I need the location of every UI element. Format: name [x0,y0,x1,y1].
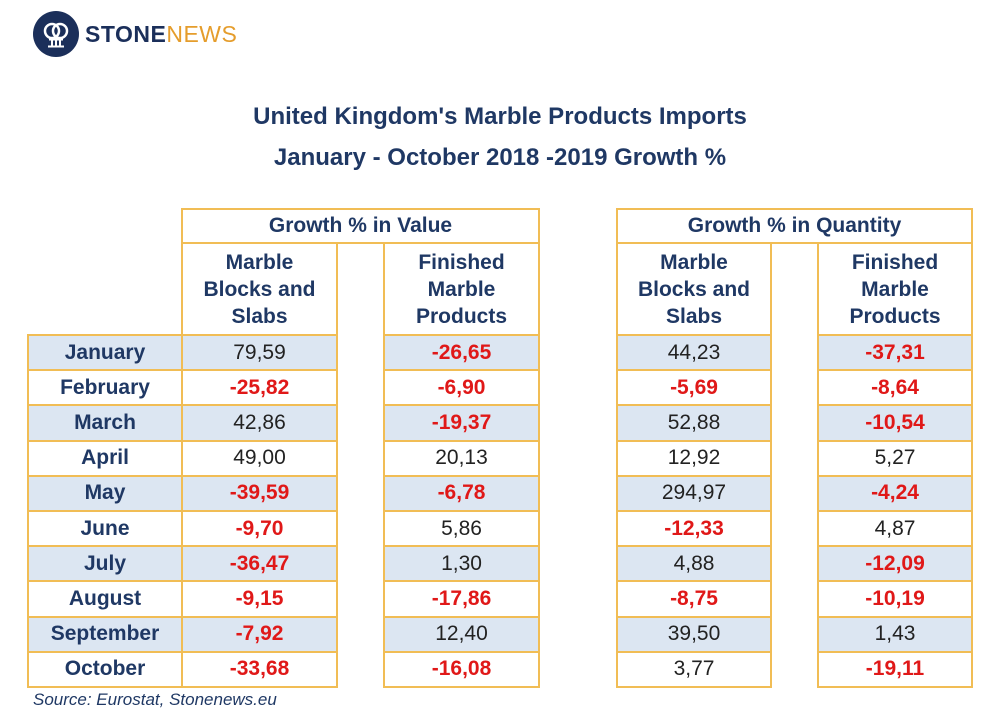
month-label: July [27,545,183,583]
value-cell: 20,13 [383,439,540,477]
value-cell: -4,24 [817,474,973,512]
column-header-line: Marble [861,277,929,301]
group-header-quantity: Growth % in Quantity [616,208,973,244]
month-label: May [27,474,183,512]
month-label: August [27,580,183,618]
column-header-line: Finished [418,250,505,274]
value-cell: -19,37 [383,404,540,442]
value-cell: 39,50 [616,615,772,653]
chart-subtitle: January - October 2018 -2019 Growth % [273,144,727,171]
column-header-line: Products [849,304,941,328]
value-cell: -10,54 [817,404,973,442]
value-cell: 44,23 [616,334,772,372]
value-cell: 5,86 [383,510,540,548]
month-label: January [27,334,183,372]
group-header-value: Growth % in Value [181,208,540,244]
column-header-line: Marble [660,250,728,274]
value-cell: 79,59 [181,334,338,372]
value-cell: 42,86 [181,404,338,442]
value-cell: 12,92 [616,439,772,477]
value-cell: -26,65 [383,334,540,372]
value-cell: -36,47 [181,545,338,583]
value-cell: -5,69 [616,369,772,407]
column-header-line: Slabs [665,304,723,328]
logo-stone-text: STONE [85,20,167,47]
value-cell: -12,09 [817,545,973,583]
value-cell: 1,43 [817,615,973,653]
month-label: September [27,615,183,653]
value-cell: 49,00 [181,439,338,477]
column-header-line: Blocks and [203,277,316,301]
column-header-finished: Finished Marble Products [817,242,973,336]
value-cell: -33,68 [181,650,338,688]
value-cell: -39,59 [181,474,338,512]
value-cell: 4,88 [616,545,772,583]
value-cell: 12,40 [383,615,540,653]
value-cell: -7,92 [181,615,338,653]
column-header-line: Marble [225,250,294,274]
value-cell: -19,11 [817,650,973,688]
month-label: April [27,439,183,477]
column-header-line: Finished [851,250,939,274]
value-cell: 294,97 [616,474,772,512]
column-header-blocks: Marble Blocks and Slabs [181,242,338,336]
value-cell: 1,30 [383,545,540,583]
value-cell: 52,88 [616,404,772,442]
value-cell: -8,75 [616,580,772,618]
value-cell: 3,77 [616,650,772,688]
value-cell: -6,90 [383,369,540,407]
month-label: February [27,369,183,407]
column-header-finished: Finished Marble Products [383,242,540,336]
stonenews-logo: STONENEWS [33,10,237,58]
column-header-line: Products [415,304,507,328]
value-cell: 4,87 [817,510,973,548]
value-cell: -10,19 [817,580,973,618]
value-cell: -8,64 [817,369,973,407]
value-cell: -37,31 [817,334,973,372]
value-cell: -17,86 [383,580,540,618]
stone-column-icon [33,11,79,57]
value-cell: -6,78 [383,474,540,512]
month-label: October [27,650,183,688]
column-header-blocks: Marble Blocks and Slabs [616,242,772,336]
value-cell: -9,15 [181,580,338,618]
logo-wordmark: STONENEWS [85,21,237,48]
month-label: March [27,404,183,442]
value-cell: -12,33 [616,510,772,548]
source-note: Source: Eurostat, Stonenews.eu [33,690,277,709]
column-header-line: Blocks and [637,277,751,301]
month-label: June [27,510,183,548]
chart-title: United Kingdom's Marble Products Imports [253,103,747,130]
value-cell: -25,82 [181,369,338,407]
value-cell: -16,08 [383,650,540,688]
value-cell: 5,27 [817,439,973,477]
value-cell: -9,70 [181,510,338,548]
column-header-line: Marble [427,277,496,301]
column-header-line: Slabs [231,304,288,328]
logo-news-text: NEWS [166,20,238,47]
